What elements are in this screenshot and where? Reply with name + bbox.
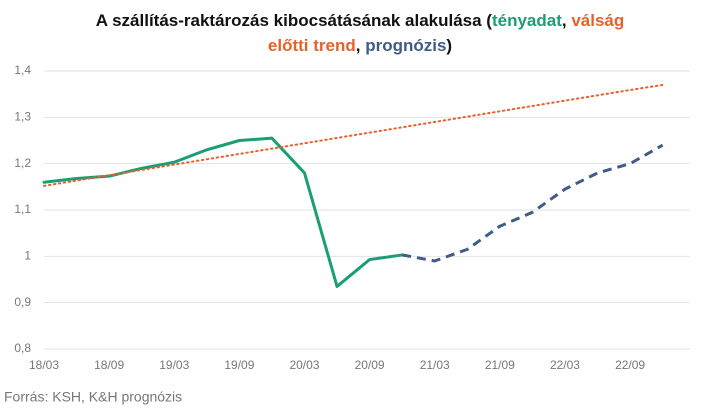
series-line [401,143,664,263]
x-tick-label: 21/03 [420,358,450,372]
y-tick-label: 1,4 [14,63,31,77]
x-tick-label: 22/03 [550,358,580,372]
y-tick-label: 1 [24,249,31,263]
x-tick-label: 19/09 [224,358,254,372]
series-line [43,83,664,187]
title-part: tényadat [492,11,562,30]
title-part: előtti trend [268,36,356,55]
title-part: A szállítás-raktározás kibocsátásának al… [96,11,493,30]
y-tick-label: 0,8 [14,341,31,355]
x-tick-label: 18/09 [94,358,124,372]
y-tick-label: 1,1 [14,202,31,216]
y-tick-label: 1,3 [14,110,31,124]
x-tick-label: 22/09 [615,358,645,372]
source: Forrás: KSH, K&H prognózis [4,389,182,405]
title-part: , [356,36,365,55]
title-part: válság [571,11,624,30]
x-tick-label: 20/09 [355,358,385,372]
title-part: ) [446,36,452,55]
y-tick-label: 1,2 [14,156,31,170]
x-tick-label: 20/03 [289,358,319,372]
chart-title: előtti trend, prognózis) [268,36,452,55]
x-tick-label: 21/09 [485,358,515,372]
title-part: , [562,11,571,30]
title-part: prognózis [365,36,446,55]
series-line [42,136,404,288]
x-tick-label: 18/03 [29,358,59,372]
y-tick-label: 0,9 [14,295,31,309]
chart-title: A szállítás-raktározás kibocsátásának al… [96,11,625,30]
x-tick-label: 19/03 [159,358,189,372]
